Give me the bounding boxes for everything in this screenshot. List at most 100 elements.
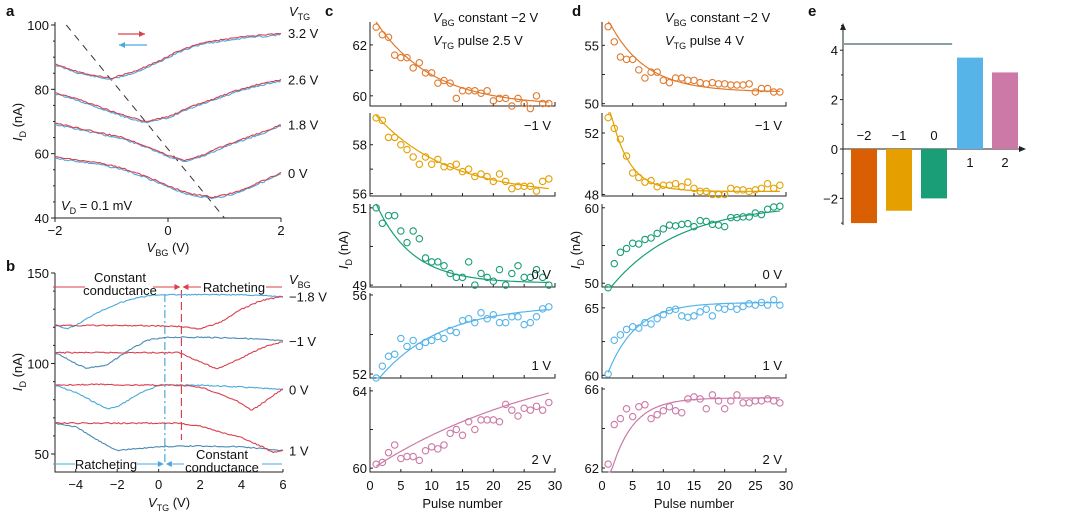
- y-tick-label: 56: [353, 288, 367, 303]
- arrow-forward-head: [139, 31, 145, 37]
- data-point: [545, 303, 553, 311]
- data-point: [421, 153, 430, 161]
- data-point: [671, 305, 680, 313]
- data-point: [671, 406, 680, 415]
- subscript: TG: [298, 12, 311, 22]
- data-point: [446, 429, 454, 438]
- data-point: [684, 178, 692, 186]
- y-tick-label: 50: [585, 97, 599, 112]
- y-tick-label: 50: [35, 447, 49, 462]
- y-tick-label: 51: [353, 201, 367, 216]
- trace-backward: [54, 157, 282, 200]
- data-point: [763, 301, 772, 309]
- data-point: [727, 184, 735, 193]
- data-point: [514, 412, 522, 420]
- data-point: [690, 222, 698, 231]
- subplot: 48 52 −1 V: [585, 112, 787, 202]
- data-point: [440, 262, 448, 270]
- data-point: [776, 181, 784, 189]
- x-tick-label: 4: [238, 477, 245, 492]
- data-point: [733, 391, 741, 399]
- data-point: [677, 312, 686, 320]
- data-point: [415, 342, 424, 351]
- data-point: [763, 84, 772, 93]
- panel-d: 50 55 48 52 −1 V 50 60 0 V 60 65 1 V 62 66 2 V 0 5 10 15 2…: [568, 10, 793, 511]
- data-point: [440, 334, 448, 343]
- annot-constant: Constant: [196, 447, 248, 462]
- data-point: [532, 187, 541, 195]
- y-tick-label: −2: [823, 191, 838, 206]
- x-tick-label: −2: [110, 477, 125, 492]
- vd-annotation: VD = 0.1 mV: [61, 198, 133, 216]
- data-point: [653, 229, 661, 238]
- data-point: [702, 187, 711, 196]
- data-point: [501, 281, 510, 289]
- y-tick-label: 100: [27, 18, 49, 33]
- subscript: D: [576, 259, 586, 266]
- trace-forward: [55, 421, 284, 454]
- data-point: [489, 277, 498, 285]
- data-point: [739, 302, 747, 311]
- data-point: [776, 202, 784, 211]
- title-line-1-text: VBG constant −2 V: [665, 10, 770, 28]
- data-point: [471, 318, 479, 327]
- rest: (nA): [10, 353, 25, 381]
- var: V: [433, 33, 443, 48]
- data-point: [610, 38, 619, 46]
- data-point: [471, 425, 479, 434]
- x-tick-label: 20: [486, 478, 500, 493]
- data-point: [665, 78, 674, 87]
- legend-title: VBG: [289, 272, 311, 290]
- data-point: [653, 68, 661, 76]
- data-point: [532, 402, 541, 411]
- y-tick-label: 56: [353, 187, 367, 202]
- y-tick-label: 55: [585, 38, 599, 53]
- rest: (nA): [10, 103, 25, 131]
- data-point: [446, 79, 454, 87]
- subplot: 50 60 0 V: [585, 201, 787, 292]
- subplot-label: 2 V: [531, 452, 551, 467]
- y-axis-label: ID (nA): [336, 231, 354, 269]
- data-point: [690, 76, 698, 85]
- panel-e: −2 0 2 4 −2 −1 0 1 2: [823, 23, 1026, 225]
- data-point: [397, 53, 405, 62]
- trace-forward: [54, 383, 284, 411]
- data-point: [495, 170, 504, 178]
- subscript: TG: [674, 41, 687, 51]
- rest: (V): [168, 240, 189, 255]
- data-point: [671, 179, 680, 188]
- data-point: [727, 81, 735, 89]
- data-point: [489, 177, 498, 186]
- subscript: TG: [442, 41, 455, 51]
- fit-curve: [375, 392, 549, 467]
- x-tick-label: 20: [717, 478, 731, 493]
- data-point: [659, 181, 668, 189]
- series-label: 1 V: [289, 443, 309, 458]
- x-tick-label: −2: [48, 223, 63, 238]
- data-point: [501, 94, 510, 103]
- data-point: [720, 305, 729, 313]
- y-tick-label: 66: [585, 382, 599, 397]
- data-point: [696, 78, 704, 87]
- data-point: [477, 309, 485, 317]
- data-point: [434, 258, 442, 266]
- data-point: [390, 133, 399, 142]
- rest: (nA): [336, 231, 351, 259]
- data-point: [378, 219, 387, 228]
- y-tick-label: 60: [353, 461, 367, 476]
- data-point: [610, 336, 619, 344]
- data-point: [776, 301, 784, 309]
- data-point: [458, 316, 467, 325]
- rest: (nA): [568, 231, 583, 259]
- var: I: [336, 265, 351, 269]
- panel-letter-d: d: [572, 3, 581, 20]
- y-tick-label: 49: [353, 278, 367, 293]
- subplot-label: 1 V: [762, 358, 782, 373]
- data-point: [489, 416, 498, 424]
- y-tick-label: 60: [585, 201, 599, 216]
- data-point: [403, 452, 411, 461]
- x-tick-label: 10: [424, 478, 438, 493]
- data-point: [495, 265, 504, 274]
- legend-title-text: VBG: [289, 272, 311, 290]
